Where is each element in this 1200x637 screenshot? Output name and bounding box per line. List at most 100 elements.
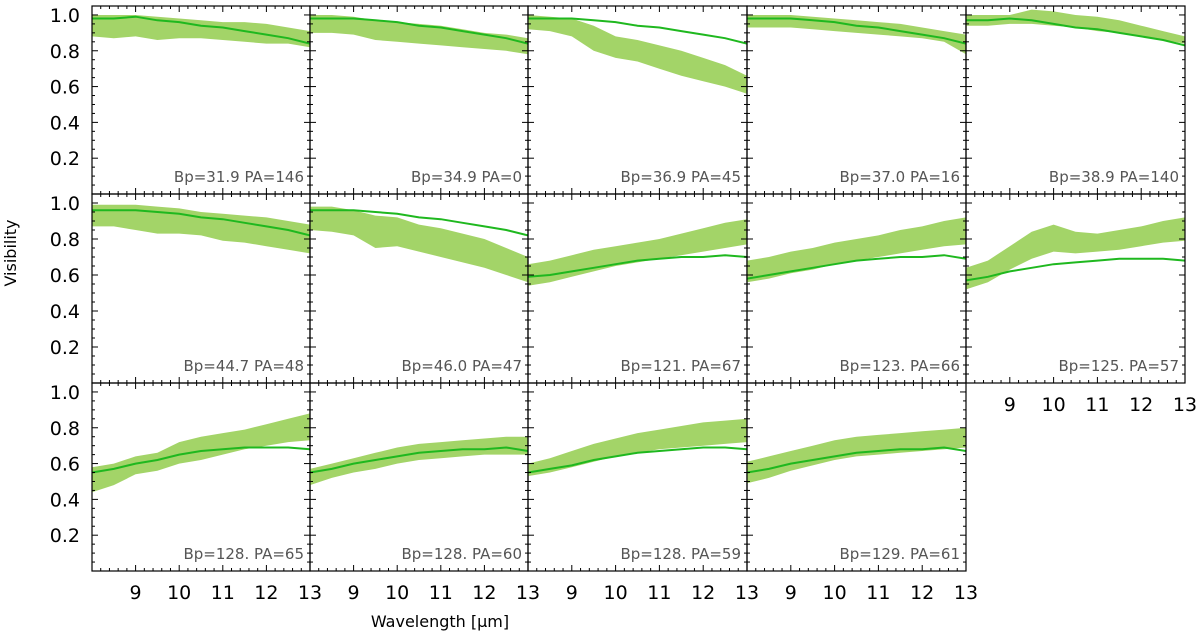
panel-frame — [527, 193, 748, 384]
uncertainty-band — [310, 436, 528, 486]
model-line — [528, 446, 747, 474]
x-tick-label: 13 — [516, 582, 540, 604]
panel-label: Bp=34.9 PA=0 — [411, 168, 522, 186]
x-tick-label: 13 — [954, 582, 978, 604]
model-line — [966, 257, 1185, 282]
x-tick-label: 12 — [472, 582, 496, 604]
panel-12: Bp=128. PA=60 9 10 11 12 13 — [309, 382, 540, 604]
x-tick-label: 9 — [785, 582, 797, 604]
x-tick-label: 11 — [866, 582, 890, 604]
panel-label: Bp=31.9 PA=146 — [174, 168, 304, 186]
x-tick-label: 9 — [130, 582, 142, 604]
uncertainty-band — [747, 217, 966, 283]
model-line — [92, 209, 310, 237]
model-line — [92, 446, 310, 474]
x-tick-label: 12 — [691, 582, 715, 604]
x-tick-label: 10 — [1042, 394, 1066, 416]
y-tick-label: 0.6 — [50, 454, 80, 476]
model-line — [310, 446, 528, 474]
uncertainty-band — [528, 15, 747, 94]
x-tick-label: 13 — [298, 582, 322, 604]
panel-label: Bp=129. PA=61 — [839, 545, 960, 563]
panel-2: Bp=34.9 PA=0 — [309, 5, 529, 195]
y-tick-label: 1.0 — [50, 382, 80, 404]
model-line — [747, 446, 966, 474]
panel-6: Bp=44.7 PA=48 — [91, 193, 311, 384]
y-tick-label: 0.2 — [50, 148, 80, 170]
panel-frame — [527, 382, 748, 572]
y-tick-label: 0.6 — [50, 77, 80, 99]
y-tick-label: 0.2 — [50, 525, 80, 547]
panel-frame — [965, 193, 1186, 384]
x-tick-label: 9 — [1004, 394, 1016, 416]
panel-label: Bp=123. PA=66 — [839, 357, 960, 375]
model-line — [528, 17, 747, 45]
y-tick-label: 0.8 — [50, 229, 80, 251]
model-line — [747, 17, 966, 45]
panel-1: Bp=31.9 PA=146 — [91, 5, 311, 195]
uncertainty-band — [310, 206, 528, 283]
x-tick-label: 10 — [604, 582, 628, 604]
x-tick-label: 11 — [429, 582, 453, 604]
x-tick-label: 12 — [254, 582, 278, 604]
panel-11: Bp=128. PA=65 9 10 11 12 13 — [91, 382, 322, 604]
panel-13: Bp=128. PA=59 9 10 11 12 13 — [527, 382, 759, 604]
panel-14: Bp=129. PA=61 9 10 11 12 13 — [746, 382, 978, 604]
panel-label: Bp=44.7 PA=48 — [183, 357, 304, 375]
x-tick-label: 13 — [735, 582, 759, 604]
y-tick-label: 0.6 — [50, 265, 80, 287]
panel-label: Bp=125. PA=57 — [1058, 357, 1179, 375]
y-tick-label: 0.2 — [50, 337, 80, 359]
x-tick-label: 10 — [167, 582, 191, 604]
panel-4: Bp=37.0 PA=16 — [746, 5, 967, 195]
x-axis-title: Wavelength [μm] — [371, 612, 509, 631]
panel-frame — [309, 382, 529, 572]
uncertainty-band — [747, 15, 966, 55]
panel-7: Bp=46.0 PA=47 — [309, 193, 529, 384]
model-line — [92, 15, 310, 45]
y-tick-label: 0.4 — [50, 301, 80, 323]
panel-label: Bp=128. PA=60 — [401, 545, 522, 563]
panel-label: Bp=128. PA=65 — [183, 545, 304, 563]
panel-label: Bp=121. PA=67 — [620, 357, 741, 375]
x-tick-label: 10 — [385, 582, 409, 604]
x-tick-label: 12 — [1129, 394, 1153, 416]
y-tick-label: 1.0 — [50, 193, 80, 215]
panel-label: Bp=46.0 PA=47 — [401, 357, 522, 375]
panel-5: Bp=38.9 PA=140 — [965, 5, 1186, 195]
uncertainty-band — [528, 219, 747, 286]
panel-10: Bp=125. PA=57 9 10 11 12 13 — [965, 193, 1197, 416]
y-tick-label: 0.8 — [50, 418, 80, 440]
x-tick-label: 12 — [910, 582, 934, 604]
uncertainty-band — [92, 204, 310, 254]
y-tick-label: 0.4 — [50, 112, 80, 134]
x-tick-label: 11 — [211, 582, 235, 604]
uncertainty-band — [747, 427, 966, 484]
uncertainty-band — [92, 413, 310, 493]
panel-frame — [746, 193, 967, 384]
panel-label: Bp=37.0 PA=16 — [839, 168, 960, 186]
model-line — [310, 209, 528, 237]
panel-frame — [746, 382, 967, 572]
model-line — [747, 254, 966, 280]
x-tick-label: 11 — [647, 582, 671, 604]
model-line — [966, 17, 1185, 47]
panel-frame — [527, 5, 748, 195]
uncertainty-band — [966, 217, 1185, 290]
panel-label: Bp=36.9 PA=45 — [620, 168, 741, 186]
uncertainty-band — [310, 15, 528, 55]
x-tick-label: 9 — [566, 582, 578, 604]
panel-3: Bp=36.9 PA=45 — [527, 5, 748, 195]
y-tick-label: 1.0 — [50, 5, 80, 27]
model-line — [528, 254, 747, 278]
x-tick-label: 11 — [1085, 394, 1109, 416]
panels-layer: 0.2 0.4 0.6 0.8 1.0 0.2 0.4 0.6 0.8 1.0 0.2 0.4 0.6 0… — [50, 5, 1197, 604]
model-line — [310, 17, 528, 45]
uncertainty-band — [92, 15, 310, 48]
panel-9: Bp=123. PA=66 — [746, 193, 967, 384]
x-tick-label: 13 — [1173, 394, 1197, 416]
panel-label: Bp=128. PA=59 — [620, 545, 741, 563]
y-tick-label: 0.8 — [50, 41, 80, 63]
panel-label: Bp=38.9 PA=140 — [1049, 168, 1179, 186]
